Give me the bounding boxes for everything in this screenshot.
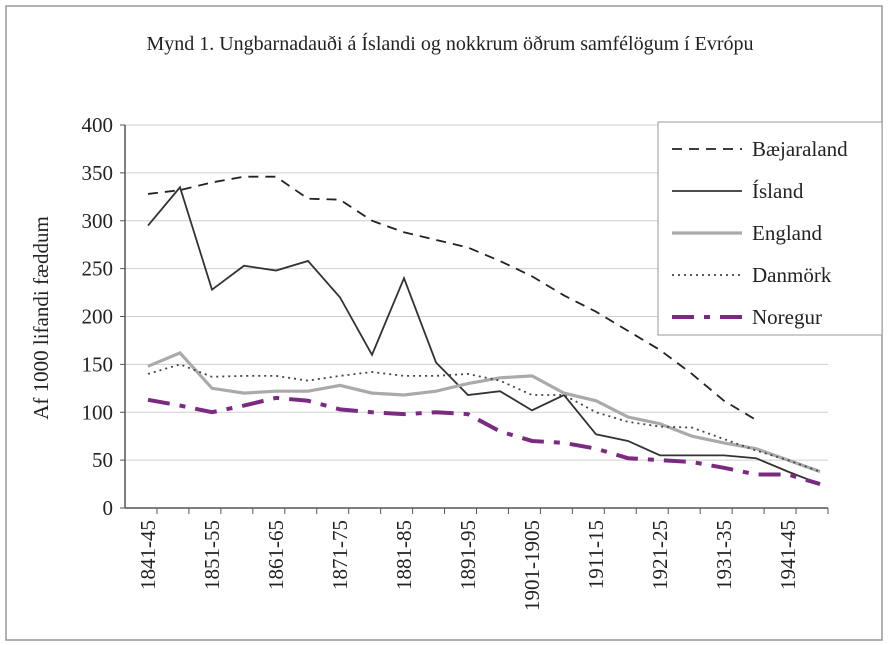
legend-label: England	[752, 221, 822, 245]
x-tick-label: 1871-75	[328, 520, 352, 590]
legend-label: Noregur	[752, 305, 822, 329]
y-tick-label: 200	[82, 305, 114, 329]
series-line	[147, 395, 821, 486]
x-tick-label: 1861-65	[264, 520, 288, 590]
legend-label: Danmörk	[752, 263, 832, 287]
y-tick-label: 400	[82, 113, 114, 137]
y-tick-label: 0	[103, 496, 114, 520]
x-tick-label: 1891-95	[456, 520, 480, 590]
x-tick-label: 1881-85	[392, 520, 416, 590]
y-tick-label: 300	[82, 209, 114, 233]
legend-label: Ísland	[752, 179, 804, 203]
y-tick-label: 350	[82, 161, 114, 185]
x-tick-label: 1841-45	[136, 520, 160, 590]
x-tick-label: 1931-35	[712, 520, 736, 590]
y-tick-label: 100	[82, 400, 114, 424]
y-axis-label: Af 1000 lifandi fæddum	[29, 216, 53, 420]
x-tick-label: 1901-1905	[520, 520, 544, 611]
series-line	[147, 185, 821, 485]
x-tick-label: 1921-25	[648, 520, 672, 590]
x-tick-label: 1941-45	[776, 520, 800, 590]
legend-box	[657, 121, 883, 336]
series-line	[147, 350, 821, 474]
y-tick-label: 50	[92, 448, 113, 472]
x-tick-label: 1851-55	[200, 520, 224, 590]
series-line	[147, 363, 821, 473]
y-tick-label: 250	[82, 257, 114, 281]
legend-label: Bæjaraland	[752, 137, 848, 161]
y-tick-label: 150	[82, 352, 114, 376]
x-tick-label: 1911-15	[584, 520, 608, 589]
series-line	[147, 175, 757, 421]
chart-title: Mynd 1. Ungbarnadauði á Íslandi og nokkr…	[146, 33, 754, 55]
